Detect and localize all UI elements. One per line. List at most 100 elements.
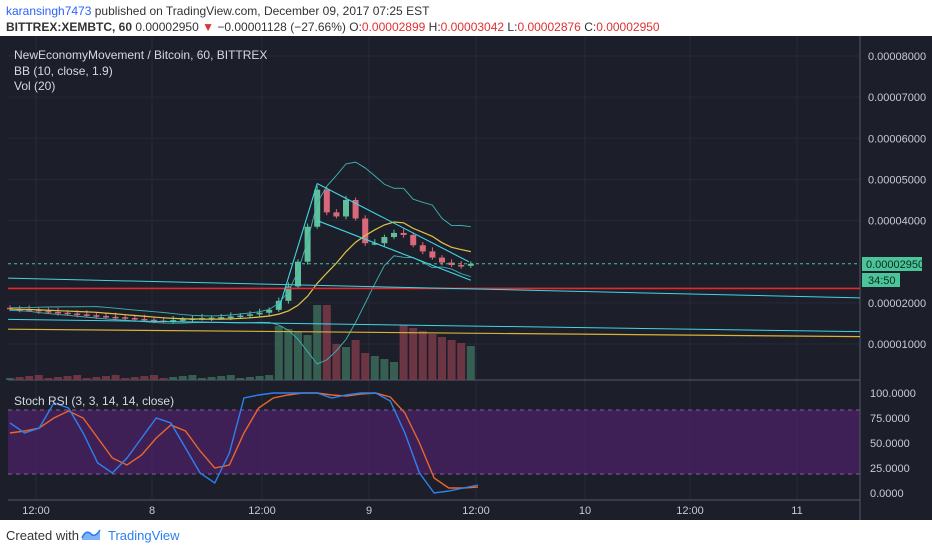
symbol-label[interactable]: BITTREX:XEMBTC, 60 (6, 20, 133, 34)
volume-bar (150, 375, 158, 380)
pane-title-vol[interactable]: Vol (20) (14, 79, 56, 93)
candle-body (35, 309, 42, 312)
time-tick-label: 12:00 (248, 505, 276, 517)
high-label: H: (428, 20, 441, 34)
last-price: 0.00002950 (135, 20, 199, 34)
price-tick-label: 0.00008000 (868, 51, 926, 63)
rsi-tick-label: 0.0000 (870, 488, 904, 500)
support-line-yellow (7, 328, 861, 338)
time-tick-label: 10 (579, 505, 591, 517)
candle-body (448, 262, 455, 266)
rsi-tick-label: 75.0000 (870, 413, 910, 425)
volume-bar (265, 375, 274, 380)
volume-bar (121, 378, 130, 380)
volume-bar (140, 376, 149, 380)
tradingview-logo-icon (81, 529, 101, 540)
candle-body (45, 311, 52, 313)
price-tick-label: 0.00004000 (868, 216, 926, 228)
volume-bar (294, 332, 302, 380)
volume-bar (303, 335, 312, 380)
rsi-tick-label: 25.0000 (870, 463, 910, 475)
volume-bar (438, 337, 446, 380)
flag-pole-line (278, 183, 318, 310)
open-label: O: (349, 20, 362, 34)
candle-body (208, 317, 215, 320)
pane-title-rsi[interactable]: Stoch RSI (3, 3, 14, 14, close) (14, 394, 175, 408)
stoch-rsi-k-line (9, 392, 479, 494)
volume-bar (6, 378, 14, 380)
volume-bar (15, 377, 24, 380)
close-label: C: (584, 20, 597, 34)
time-axis: 12:00 8 12:00 9 12:00 10 12:00 11 (22, 505, 802, 517)
chart-svg[interactable]: 0.00008000 0.00007000 0.00006000 0.00005000… (0, 36, 932, 520)
volume-bar (92, 377, 101, 380)
pane-title-bb[interactable]: BB (10, close, 1.9) (14, 64, 113, 78)
candle-body (26, 309, 33, 311)
candle-body (381, 237, 388, 244)
volume-bar (73, 375, 82, 380)
bb-basis-line (9, 221, 471, 320)
candle-body (266, 309, 273, 313)
candle-body (323, 189, 330, 213)
volume-bar (198, 378, 206, 380)
volume-bar (34, 375, 43, 380)
candle-body (285, 286, 292, 301)
candles (7, 185, 474, 324)
author-link[interactable]: karansingh7473 (6, 4, 92, 18)
volume-bar (284, 329, 293, 380)
change-value: −0.00001128 (−27.66%) (217, 20, 346, 34)
price-tick-label: 0.00002000 (868, 298, 926, 310)
bb-upper-line (9, 161, 471, 317)
volume-bar (466, 346, 475, 380)
candle-body (391, 232, 397, 238)
countdown-label: 34:50 (868, 275, 896, 287)
candle-body (439, 257, 445, 263)
volume-bar (169, 377, 178, 380)
chart-header: karansingh7473 published on TradingView.… (0, 0, 932, 36)
volume-bar (236, 378, 245, 380)
volume-bar (409, 328, 418, 380)
symbol-line: BITTREX:XEMBTC, 60 0.00002950 ▼ −0.00001… (6, 20, 660, 34)
trend-line-cyan (7, 277, 861, 299)
candle-body (458, 265, 465, 267)
published-text: published on TradingView.com, December 0… (94, 4, 430, 18)
candle-body (400, 232, 407, 235)
candle-body (93, 315, 100, 317)
publish-line: karansingh7473 published on TradingView.… (6, 4, 429, 18)
footer: Created with TradingView (0, 520, 932, 550)
volume-bar (54, 377, 62, 380)
volume-bar (178, 376, 187, 380)
volume-bar (447, 340, 456, 380)
candle-body (55, 311, 61, 314)
volume-bar (226, 375, 235, 380)
volume-bar (274, 326, 283, 380)
volume-bars (6, 305, 475, 380)
tradingview-brand[interactable]: TradingView (108, 528, 180, 543)
flag-lower-line (317, 220, 471, 281)
candle-body (74, 313, 81, 316)
candle-body (64, 312, 71, 315)
volume-bar (159, 378, 168, 380)
volume-bar (111, 375, 120, 380)
candle-body (170, 320, 177, 322)
candle-body (314, 189, 321, 227)
candle-body (295, 261, 301, 287)
candle-body (343, 200, 349, 217)
candle-body (237, 315, 244, 318)
trend-line-cyan-lower (7, 318, 861, 333)
volume-bar (207, 377, 216, 380)
time-tick-label: 12:00 (676, 505, 704, 517)
candle-body (151, 319, 157, 322)
time-tick-label: 9 (366, 505, 372, 517)
countdown-badge (862, 273, 900, 287)
stoch-rsi-lines (9, 392, 479, 494)
candle-body (410, 234, 417, 246)
overlays (7, 161, 861, 365)
volume-bar (82, 378, 91, 380)
candle-body (362, 218, 369, 244)
chart-area[interactable]: 0.00008000 0.00007000 0.00006000 0.00005000… (0, 36, 932, 520)
low-value: 0.00002876 (517, 20, 581, 34)
rsi-tick-label: 100.0000 (870, 388, 916, 400)
candle-body (467, 263, 474, 266)
volume-bar (342, 347, 350, 380)
